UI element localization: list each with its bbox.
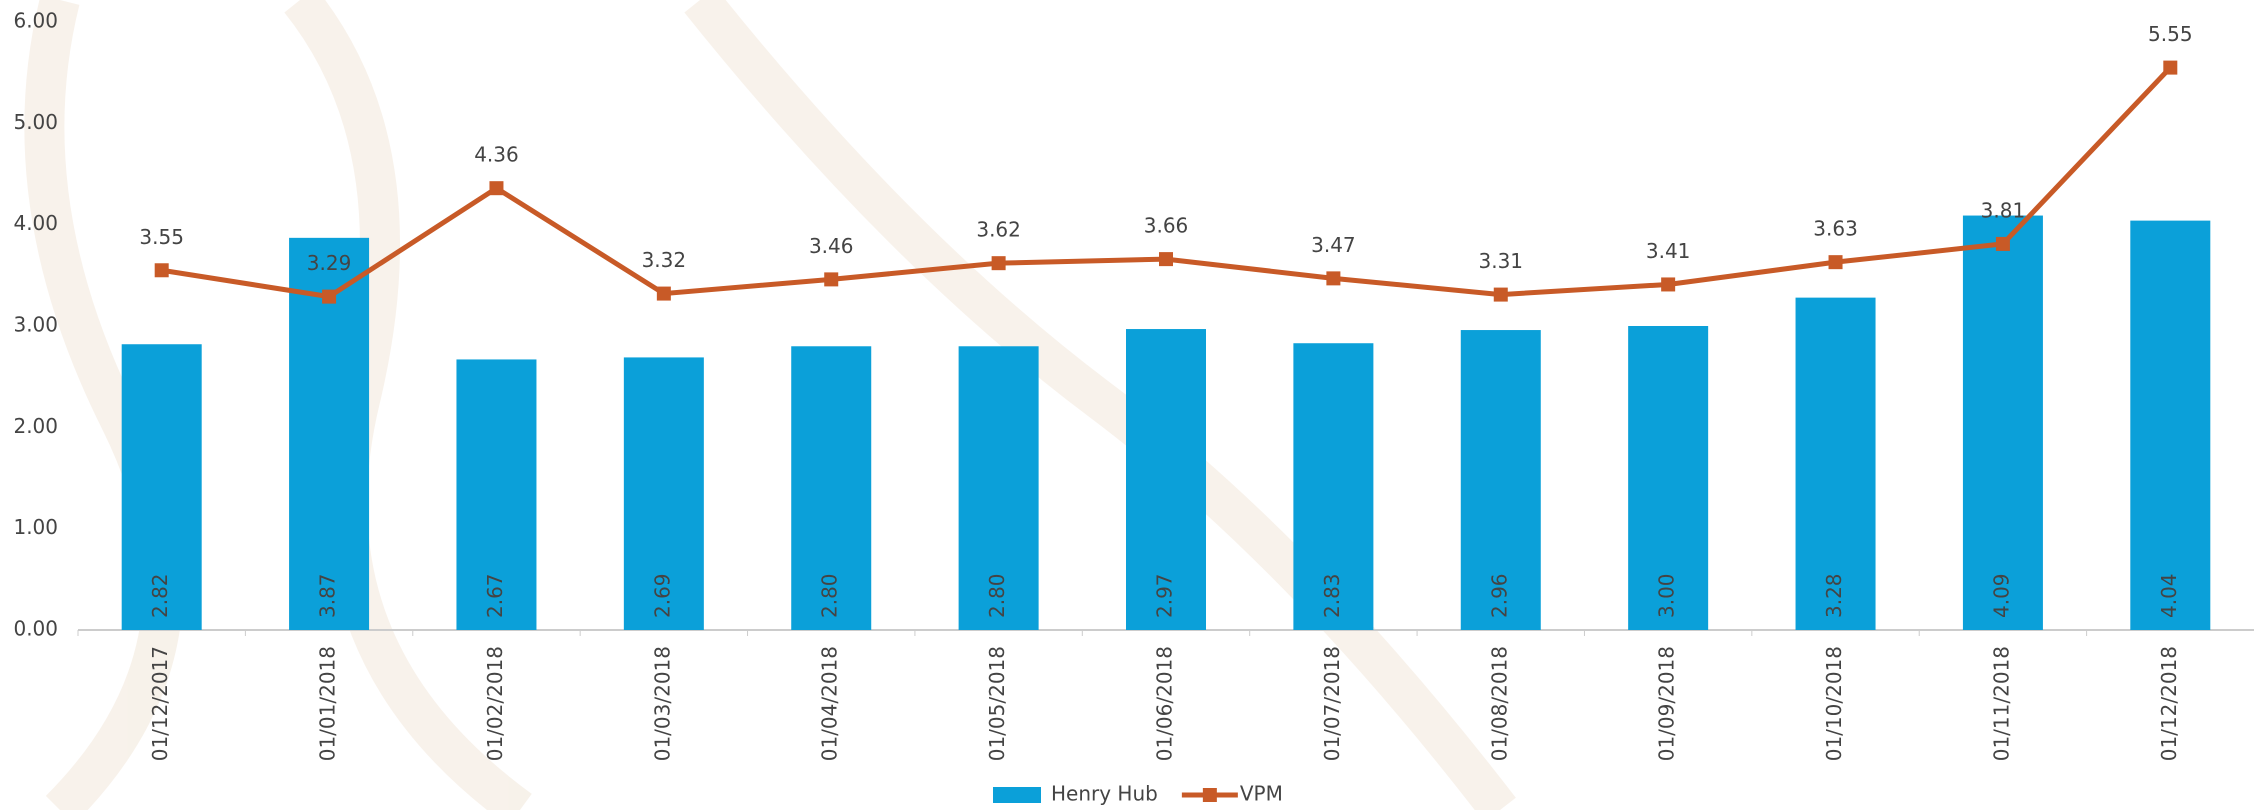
x-tick-label: 01/04/2018 [818,646,842,761]
x-tick-label: 01/11/2018 [1989,646,2013,761]
bar-value-label: 3.00 [1655,573,1679,618]
line-value-label: 3.62 [976,218,1021,242]
legend-swatch [993,787,1041,803]
line-marker [1996,237,2010,251]
bar-value-label: 4.04 [2157,573,2181,618]
x-tick-label: 01/05/2018 [985,646,1009,761]
bar-value-label: 2.97 [1153,573,1177,618]
line-marker [155,263,169,277]
background-pattern [44,0,1500,810]
y-tick-label: 3.00 [13,313,58,337]
x-tick-label: 01/02/2018 [483,646,507,761]
line-marker [322,290,336,304]
x-tick-label: 01/01/2018 [316,646,340,761]
line-value-label: 3.29 [307,251,352,275]
line-value-label: 3.81 [1981,198,2026,222]
bar-value-label: 2.96 [1487,573,1511,618]
bar [1963,216,2043,630]
line-value-label: 3.31 [1479,249,1524,273]
line-marker [657,287,671,301]
legend-label: Henry Hub [1051,782,1158,806]
bar-value-label: 4.09 [1989,573,2013,618]
x-tick-label: 01/03/2018 [650,646,674,761]
line-value-label: 3.41 [1646,239,1691,263]
line-marker [1829,255,1843,269]
bar-value-label: 2.80 [985,573,1009,618]
line-value-label: 3.32 [642,248,687,272]
x-tick-label: 01/08/2018 [1487,646,1511,761]
line-marker [1326,271,1340,285]
line-marker [824,272,838,286]
y-tick-label: 2.00 [13,414,58,438]
line-marker [1159,252,1173,266]
y-tick-label: 5.00 [13,110,58,134]
y-tick-label: 0.00 [13,617,58,641]
x-tick-label: 01/10/2018 [1822,646,1846,761]
bar-value-label: 2.83 [1320,573,1344,618]
bar [2130,221,2210,630]
line-value-label: 3.63 [1813,217,1858,241]
bar-value-label: 3.87 [316,573,340,618]
y-tick-label: 1.00 [13,515,58,539]
line-marker [992,256,1006,270]
line-marker [1661,277,1675,291]
page: 0.00 1.00 2.00 3.00 4.00 5.00 6.00 01/12/2017 01… [0,0,2254,810]
line-marker [1494,288,1508,302]
line-value-label: 3.47 [1311,233,1356,257]
line-marker [489,181,503,195]
legend-label: VPM [1240,782,1283,806]
legend-swatch-marker [1203,788,1217,802]
line-value-label: 4.36 [474,143,519,167]
chart: 0.00 1.00 2.00 3.00 4.00 5.00 6.00 01/12/2017 01… [0,0,2254,810]
x-tick-label: 01/07/2018 [1320,646,1344,761]
line-value-label: 3.66 [1144,214,1189,238]
bar-value-label: 2.80 [818,573,842,618]
x-tick-label: 01/06/2018 [1153,646,1177,761]
line-marker [2163,61,2177,75]
y-tick-label: 6.00 [13,9,58,33]
x-tick-label: 01/12/2017 [148,646,172,761]
bar-value-label: 2.67 [483,573,507,618]
bar-value-label: 2.69 [650,573,674,618]
line-value-label: 5.55 [2148,22,2193,46]
x-tick-label: 01/12/2018 [2157,646,2181,761]
y-tick-label: 4.00 [13,211,58,235]
line-value-label: 3.55 [139,225,184,249]
line-value-label: 3.46 [809,234,854,258]
bar-value-label: 3.28 [1822,573,1846,618]
x-tick-label: 01/09/2018 [1655,646,1679,761]
bar-value-label: 2.82 [148,573,172,618]
